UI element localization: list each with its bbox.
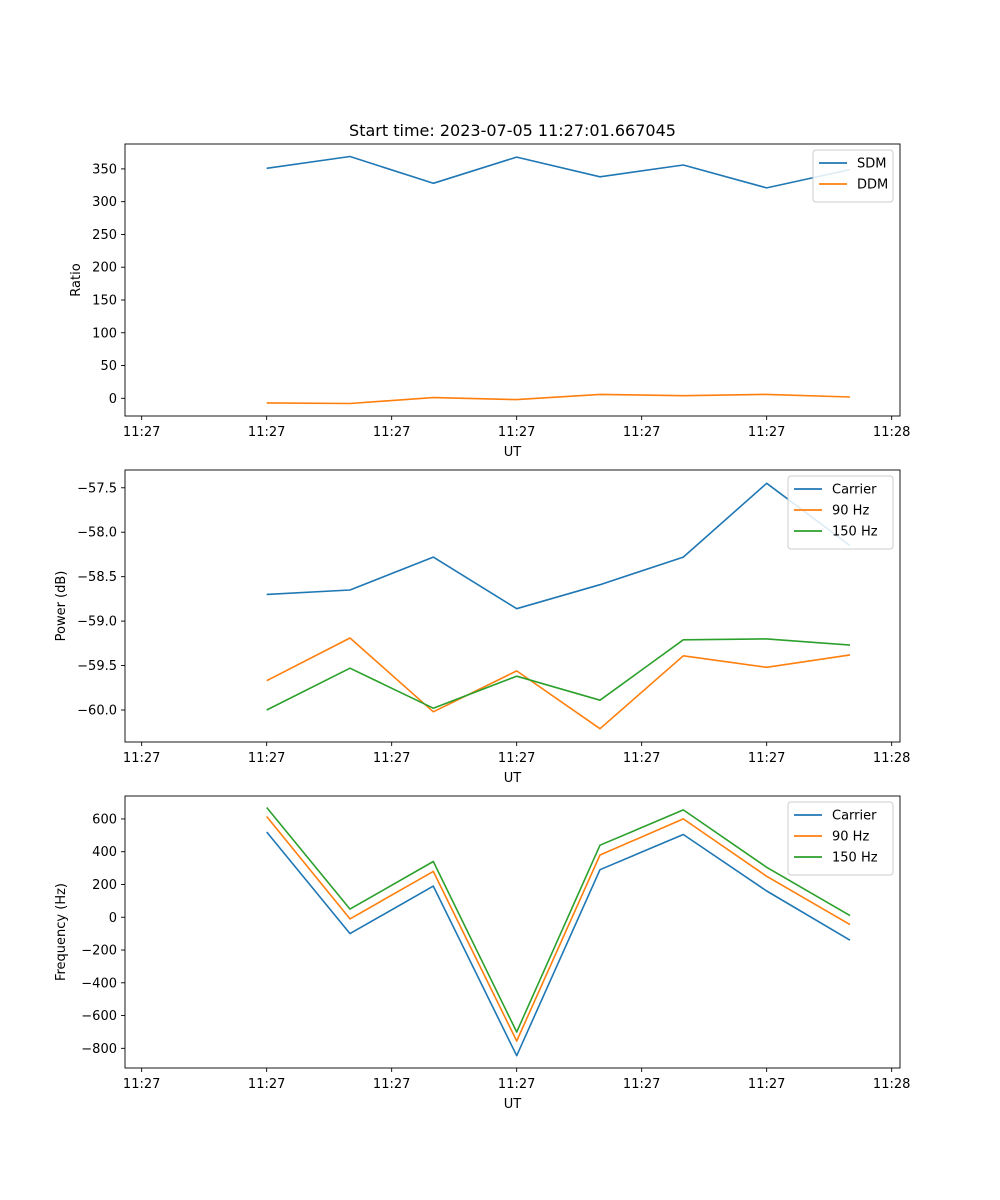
y-tick-label: 200: [92, 878, 117, 893]
x-tick-label: 11:27: [623, 751, 660, 766]
x-axis-label: UT: [504, 771, 522, 786]
chart-panel-1: 11:27 11:27 11:27 11:27 11:27 11:27 11:28 0 50 10…: [69, 143, 910, 460]
x-tick-label: 11:27: [748, 425, 785, 440]
x-tick-label: 11:28: [873, 751, 910, 766]
axes-frame: [124, 469, 901, 743]
y-tick-label: 400: [92, 845, 117, 860]
y-tick-label: 250: [92, 228, 117, 243]
y-tick-label: 50: [100, 359, 117, 374]
y-tick-label: 0: [109, 392, 117, 407]
x-tick-label: 11:27: [623, 1077, 660, 1092]
y-tick-label: −57.5: [77, 481, 117, 496]
x-tick-label: 11:27: [748, 1077, 785, 1092]
y-tick-label: 600: [92, 812, 117, 827]
series-line-sdm: [266, 155, 851, 189]
x-tick-label: 11:27: [123, 1077, 160, 1092]
x-axis-label: UT: [504, 1097, 522, 1112]
x-tick-label: 11:27: [373, 1077, 410, 1092]
legend-label: Carrier: [832, 809, 877, 824]
panels: 11:27 11:27 11:27 11:27 11:27 11:27 11:28 0 50 10…: [54, 143, 910, 1112]
x-tick-label: 11:28: [873, 1077, 910, 1092]
y-axis-label: Ratio: [69, 263, 84, 296]
y-axis-label: Power (dB): [54, 571, 69, 642]
series-line-90-hz: [266, 815, 851, 1042]
x-tick-label: 11:27: [498, 751, 535, 766]
x-tick-label: 11:27: [498, 425, 535, 440]
y-tick-label: −400: [81, 976, 117, 991]
legend-label: 90 Hz: [832, 504, 869, 519]
x-tick-label: 11:27: [248, 1077, 285, 1092]
y-tick-label: 0: [109, 911, 117, 926]
x-tick-label: 11:27: [248, 425, 285, 440]
x-tick-label: 11:27: [123, 751, 160, 766]
x-tick-label: 11:27: [623, 425, 660, 440]
y-tick-label: 350: [92, 162, 117, 177]
legend-label: 90 Hz: [832, 830, 869, 845]
legend-label: Carrier: [832, 483, 877, 498]
y-tick-label: −58.5: [77, 570, 117, 585]
legend: Carrier 90 Hz 150 Hz: [787, 801, 894, 876]
y-tick-label: −600: [81, 1009, 117, 1024]
series-line-ddm: [266, 393, 851, 405]
legend-label: SDM: [857, 157, 886, 172]
x-tick-label: 11:27: [373, 751, 410, 766]
series-line-150-hz: [266, 638, 851, 711]
y-tick-label: 100: [92, 326, 117, 341]
legend-label: DDM: [857, 178, 888, 193]
series-line-150-hz: [266, 806, 851, 1033]
chart-panel-2: 11:27 11:27 11:27 11:27 11:27 11:27 11:28 −60.0…: [54, 469, 910, 786]
legend-label: 150 Hz: [832, 851, 878, 866]
y-tick-label: −59.5: [77, 659, 117, 674]
x-tick-label: 11:27: [248, 751, 285, 766]
figure-title: Start time: 2023-07-05 11:27:01.667045: [349, 121, 676, 140]
series-line-90-hz: [266, 637, 851, 730]
y-tick-label: 200: [92, 261, 117, 276]
legend: Carrier 90 Hz 150 Hz: [787, 475, 894, 550]
x-tick-label: 11:27: [373, 425, 410, 440]
axes-frame: [124, 795, 901, 1069]
chart-panel-3: 11:27 11:27 11:27 11:27 11:27 11:27 11:28 −800 −…: [54, 795, 910, 1112]
legend: SDM DDM: [812, 149, 894, 203]
series-line-carrier: [266, 482, 851, 610]
y-tick-label: 300: [92, 195, 117, 210]
x-tick-label: 11:28: [873, 425, 910, 440]
series-line-carrier: [266, 831, 851, 1057]
y-tick-label: −200: [81, 944, 117, 959]
y-tick-label: −60.0: [77, 704, 117, 719]
x-tick-label: 11:27: [498, 1077, 535, 1092]
axes-frame: [124, 143, 901, 417]
x-tick-label: 11:27: [123, 425, 160, 440]
y-axis-label: Frequency (Hz): [54, 883, 69, 981]
x-axis-label: UT: [504, 445, 522, 460]
y-tick-label: 150: [92, 293, 117, 308]
legend-label: 150 Hz: [832, 525, 878, 540]
y-tick-label: −58.0: [77, 526, 117, 541]
y-tick-label: −800: [81, 1042, 117, 1057]
y-tick-label: −59.0: [77, 615, 117, 630]
x-tick-label: 11:27: [748, 751, 785, 766]
